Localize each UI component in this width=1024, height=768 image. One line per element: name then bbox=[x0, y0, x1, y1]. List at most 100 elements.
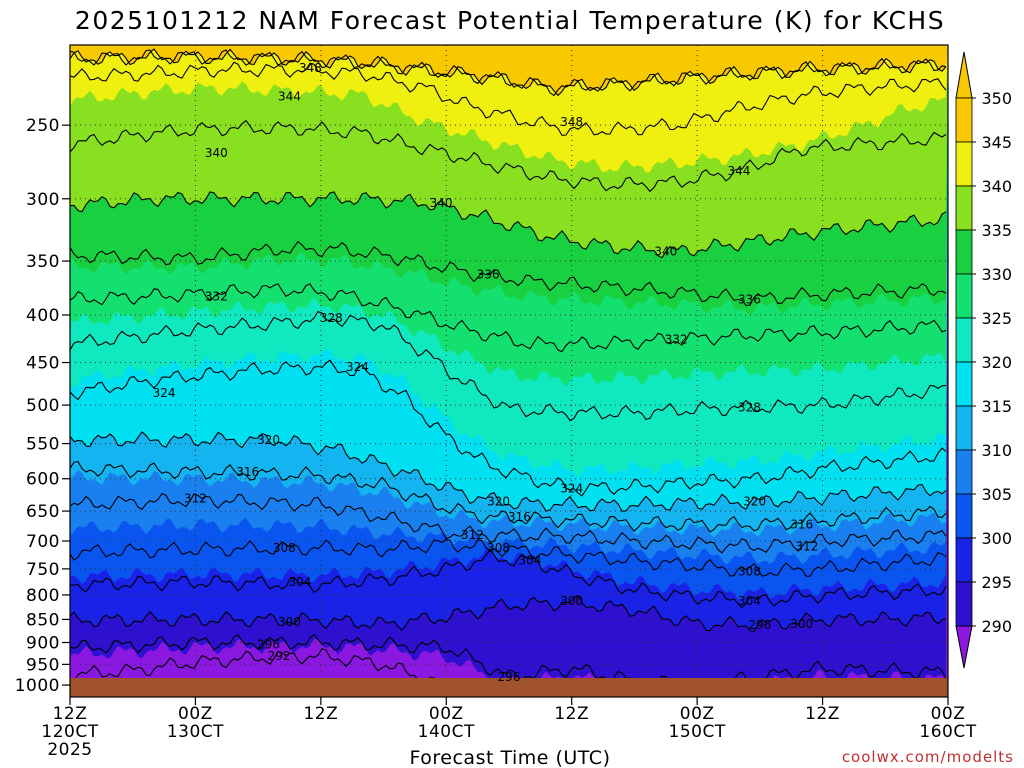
y-tick-label-600: 600 bbox=[26, 470, 60, 490]
chart-title: 2025101212 NAM Forecast Potential Temper… bbox=[75, 6, 945, 35]
contour-label-316: 316 bbox=[236, 465, 259, 479]
y-tick-label-450: 450 bbox=[26, 354, 60, 374]
isentrope-328 bbox=[70, 310, 947, 422]
colorbar-box-330 bbox=[955, 273, 973, 319]
isentrope-296 bbox=[70, 633, 947, 692]
contour-label-312: 312 bbox=[184, 491, 207, 505]
colorbar-label-325: 325 bbox=[981, 309, 1012, 328]
y-tick-label-800: 800 bbox=[26, 586, 60, 606]
plot-area bbox=[70, 45, 948, 697]
colorbar-label-295: 295 bbox=[981, 573, 1012, 592]
x-axis-label: Forecast Time (UTC) bbox=[410, 747, 611, 768]
isentropes bbox=[70, 48, 947, 697]
y-tick-label-1000: 1000 bbox=[15, 676, 60, 696]
fill-bands bbox=[70, 45, 948, 697]
contour-label-308: 308 bbox=[738, 565, 761, 579]
contour-label-300: 300 bbox=[278, 615, 301, 629]
y-tick-label-950: 950 bbox=[26, 655, 60, 675]
colorbar-top-arrow bbox=[955, 51, 973, 99]
y-axis-ticks: 250 300 350 400 450 500 550 600 650 700 750 800 850 9… bbox=[15, 116, 70, 696]
colorbar: 290 295 300 305 310 315 320 325 330 335 340 345 350 bbox=[955, 51, 1012, 669]
colorbar-box-345 bbox=[955, 141, 973, 187]
colorbar-label-345: 345 bbox=[981, 133, 1012, 152]
colorbar-label-335: 335 bbox=[981, 221, 1012, 240]
contour-label-308: 308 bbox=[487, 541, 510, 555]
contour-label-296: 296 bbox=[257, 638, 280, 652]
isentrope-300 bbox=[70, 594, 947, 633]
contour-label-312: 312 bbox=[461, 528, 484, 542]
contour-labels: 348 344 340 348 344 340 340 336 336 332 328 332 324 3… bbox=[153, 61, 819, 684]
contour-label-312: 312 bbox=[795, 540, 818, 554]
contour-label-308: 308 bbox=[273, 541, 296, 555]
x-tick-label-36-2: 140CT bbox=[418, 722, 475, 742]
contour-label-320: 320 bbox=[743, 495, 766, 509]
contour-label-316: 316 bbox=[508, 510, 531, 524]
y-tick-label-750: 750 bbox=[26, 560, 60, 580]
x-tick-label-0-1: 12Z bbox=[53, 704, 88, 724]
contour-label-336: 336 bbox=[477, 268, 500, 282]
isentrope-316 bbox=[70, 461, 947, 533]
ground-below-surface bbox=[70, 678, 948, 697]
contour-label-340: 340 bbox=[205, 146, 228, 160]
x-tick-label-0-3: 2025 bbox=[47, 740, 92, 760]
x-tick-label-60-1: 00Z bbox=[680, 704, 715, 724]
contour-label-328: 328 bbox=[738, 401, 761, 415]
colorbar-label-305: 305 bbox=[981, 485, 1012, 504]
contour-label-332: 332 bbox=[665, 332, 688, 346]
y-tick-label-550: 550 bbox=[26, 435, 60, 455]
y-tick-label-400: 400 bbox=[26, 306, 60, 326]
isentrope-320 bbox=[70, 431, 947, 512]
contour-label-304: 304 bbox=[288, 575, 311, 589]
contour-label-292: 292 bbox=[268, 649, 291, 663]
isentrope-332 bbox=[70, 283, 947, 353]
contour-label-344: 344 bbox=[278, 90, 301, 104]
colorbar-label-350: 350 bbox=[981, 89, 1012, 108]
contour-label-296: 296 bbox=[498, 670, 521, 684]
x-tick-label-48-1: 12Z bbox=[554, 704, 589, 724]
y-tick-label-300: 300 bbox=[26, 190, 60, 210]
y-tick-label-250: 250 bbox=[26, 116, 60, 136]
x-tick-label-84-2: 160CT bbox=[919, 722, 976, 742]
contour-label-304: 304 bbox=[518, 554, 541, 568]
contour-label-300: 300 bbox=[560, 594, 583, 608]
y-tick-label-850: 850 bbox=[26, 610, 60, 630]
colorbar-label-320: 320 bbox=[981, 353, 1012, 372]
colorbar-box-310 bbox=[955, 449, 973, 495]
contour-label-348: 348 bbox=[560, 115, 583, 129]
y-tick-label-350: 350 bbox=[26, 252, 60, 272]
y-tick-label-650: 650 bbox=[26, 502, 60, 522]
colorbar-box-320 bbox=[955, 361, 973, 407]
colorbar-label-310: 310 bbox=[981, 441, 1012, 460]
isentrope-312 bbox=[70, 492, 947, 554]
colorbar-label-315: 315 bbox=[981, 397, 1012, 416]
contour-label-348: 348 bbox=[299, 61, 322, 75]
x-tick-label-36-1: 00Z bbox=[429, 704, 464, 724]
colorbar-label-340: 340 bbox=[981, 177, 1012, 196]
colorbar-box-305 bbox=[955, 493, 973, 539]
isentrope-350 bbox=[70, 48, 947, 97]
x-tick-label-0-2: 120CT bbox=[41, 722, 98, 742]
x-tick-label-60-2: 150CT bbox=[669, 722, 726, 742]
colorbar-box-340 bbox=[955, 185, 973, 231]
x-tick-label-24-1: 12Z bbox=[303, 704, 338, 724]
contour-label-340: 340 bbox=[430, 196, 453, 210]
contour-label-340: 340 bbox=[654, 245, 677, 259]
colorbar-label-300: 300 bbox=[981, 529, 1012, 548]
isentrope-304 bbox=[70, 549, 947, 609]
colorbar-box-325 bbox=[955, 317, 973, 363]
y-tick-label-500: 500 bbox=[26, 396, 60, 416]
contour-label-296: 296 bbox=[748, 618, 771, 632]
isentrope-292 bbox=[70, 648, 941, 697]
x-tick-label-72-1: 12Z bbox=[805, 704, 840, 724]
contour-label-344: 344 bbox=[727, 164, 750, 178]
colorbar-box-335 bbox=[955, 229, 973, 275]
x-tick-label-84-1: 00Z bbox=[931, 704, 966, 724]
colorbar-box-315 bbox=[955, 405, 973, 451]
colorbar-box-300 bbox=[955, 537, 973, 583]
contour-label-324: 324 bbox=[346, 360, 369, 374]
colorbar-box-295 bbox=[955, 581, 973, 627]
y-tick-label-700: 700 bbox=[26, 532, 60, 552]
credit-text: coolwx.com/modelts bbox=[842, 748, 1014, 766]
isentrope-352 bbox=[70, 49, 947, 97]
